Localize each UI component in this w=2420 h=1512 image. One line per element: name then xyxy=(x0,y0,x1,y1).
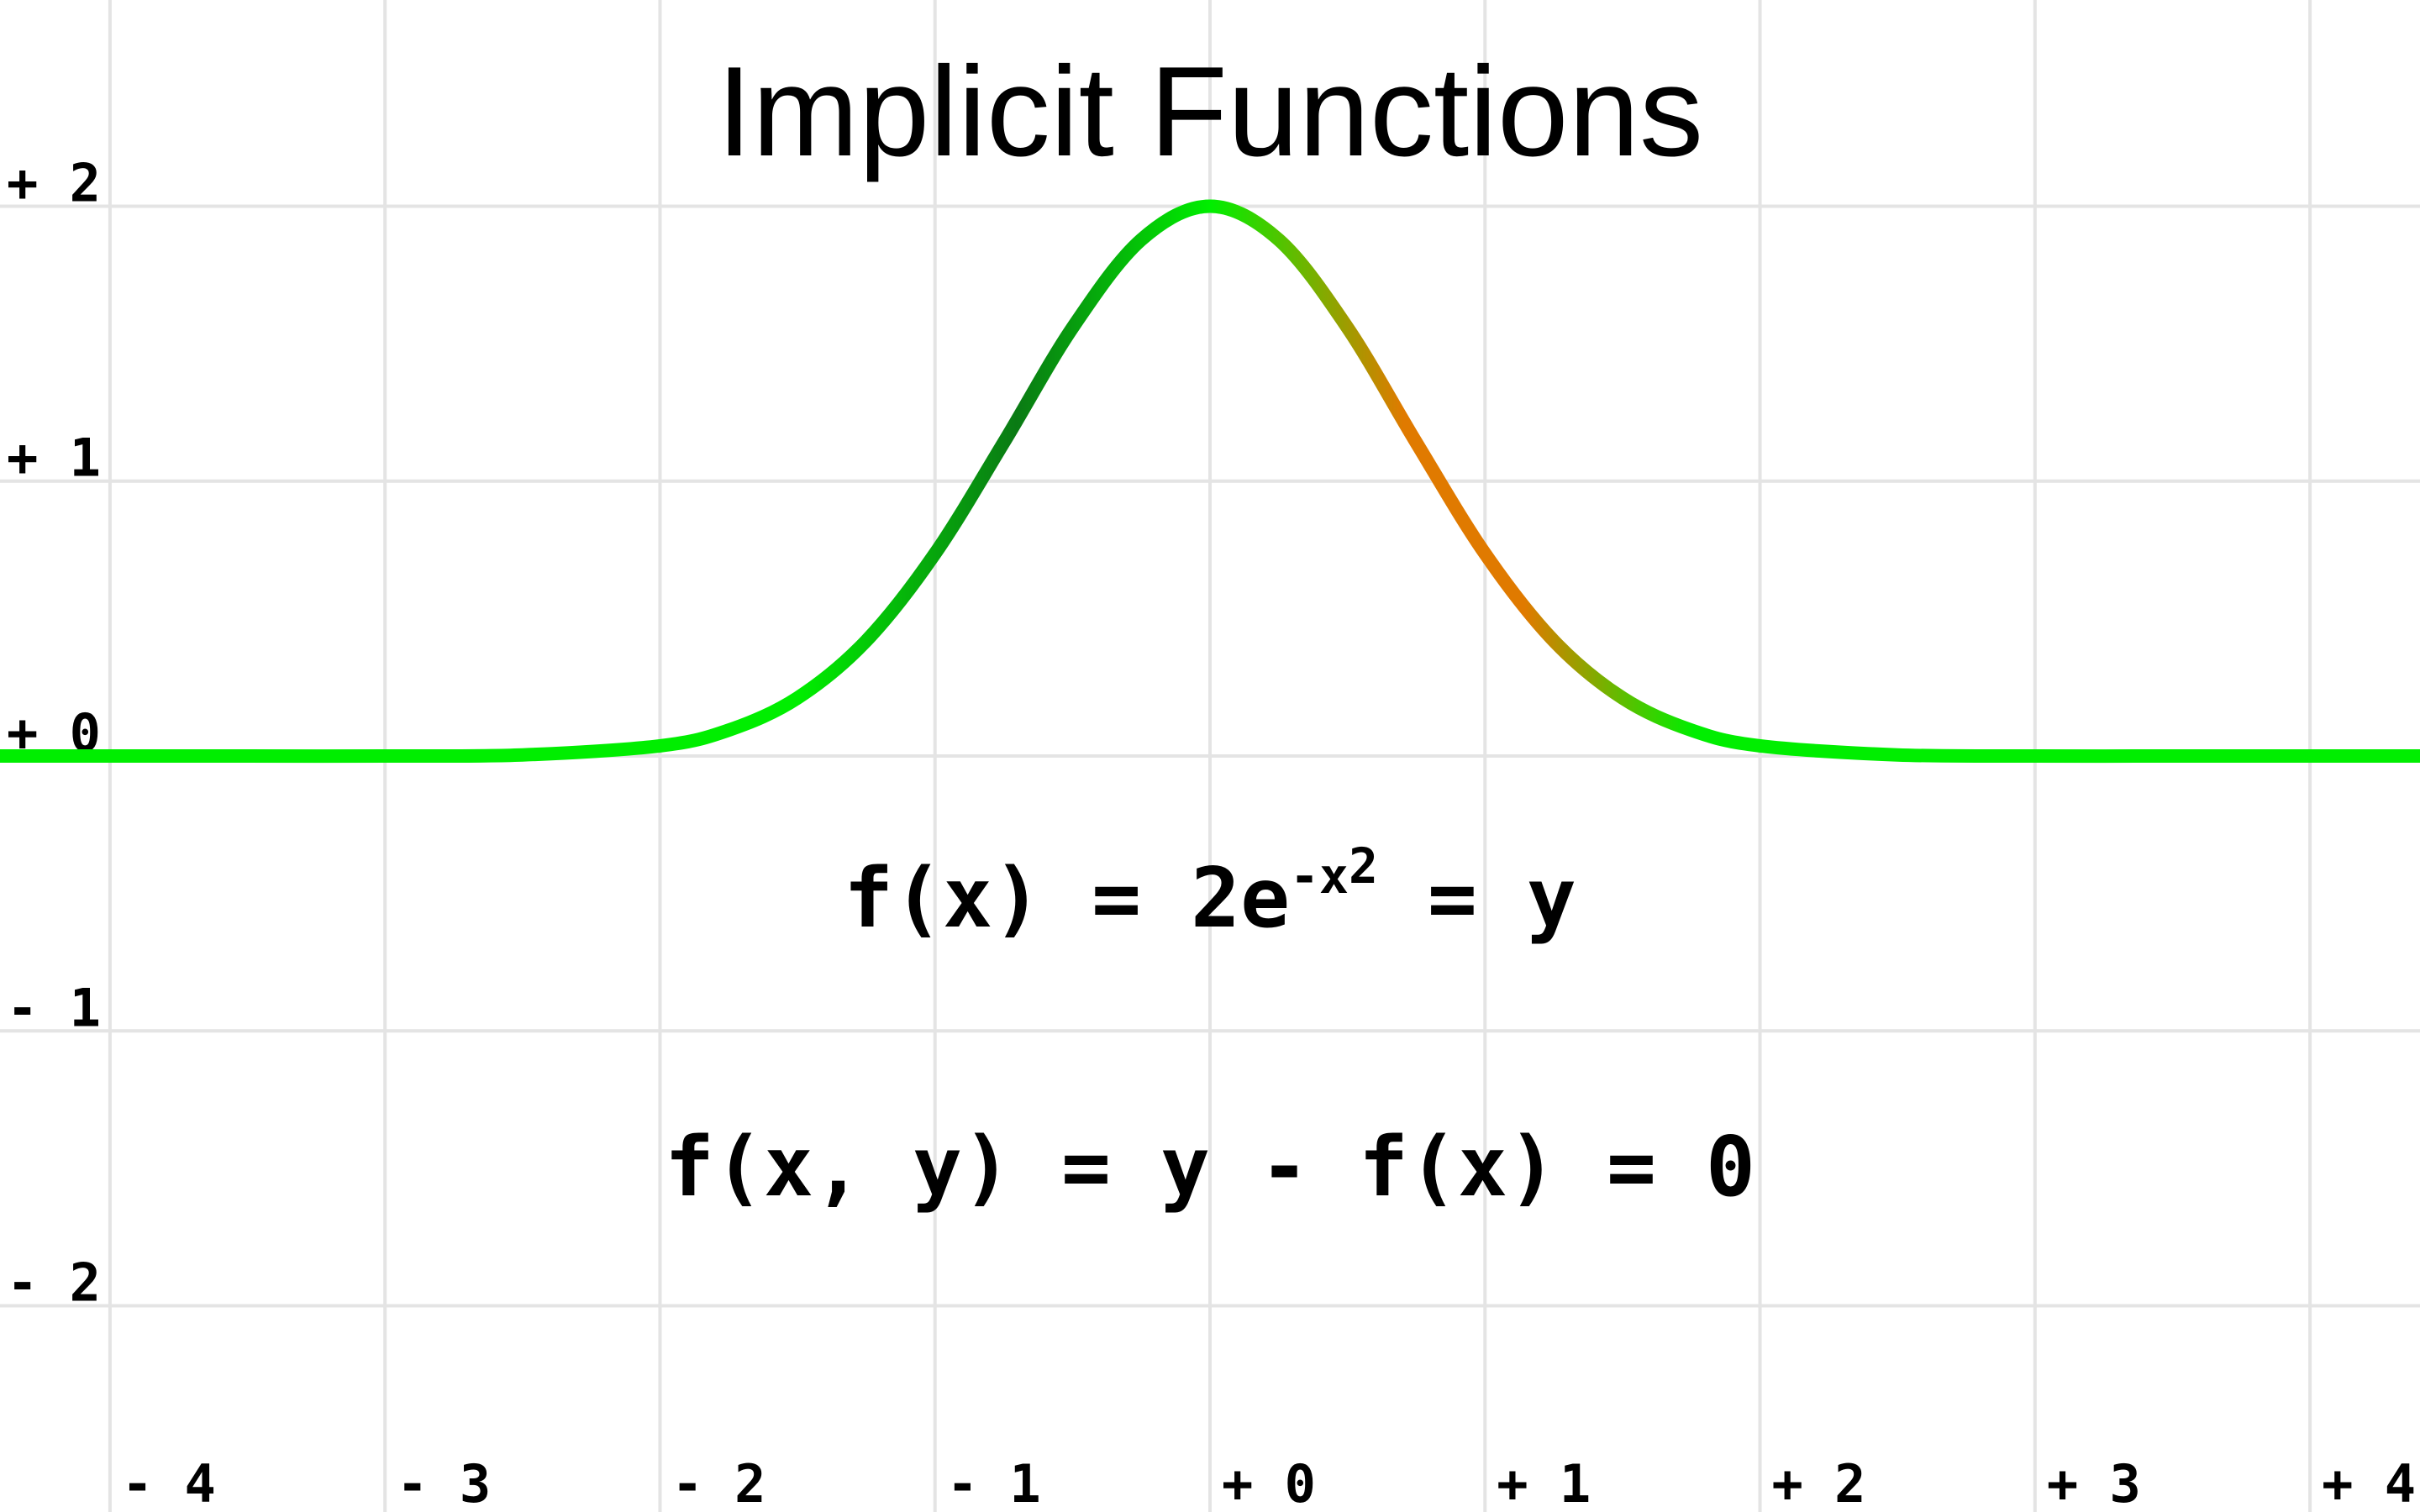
equation-explicit-main: f(x) = 2e xyxy=(844,851,1290,947)
x-tick-label: + 2 xyxy=(1772,1453,1866,1512)
x-tick-label: + 4 xyxy=(2322,1453,2416,1512)
x-tick-label: + 0 xyxy=(1222,1453,1316,1512)
y-tick-label: - 1 xyxy=(7,977,101,1038)
series-curve xyxy=(0,199,2420,764)
y-tick-label: + 2 xyxy=(7,152,101,213)
x-tick-label: + 3 xyxy=(2047,1453,2141,1512)
x-tick-label: - 3 xyxy=(397,1453,491,1512)
equation-explicit-exponent: -x xyxy=(1290,848,1349,905)
x-tick-label: + 1 xyxy=(1497,1453,1591,1512)
x-tick-label: - 4 xyxy=(122,1453,216,1512)
equation-explicit-power: 2 xyxy=(1349,837,1378,895)
equation-explicit: f(x) = 2e-x2 = y xyxy=(844,837,1576,947)
tick-labels: - 4- 3- 2- 1 + 0 + 1 + 2 + 3 + 4+ 2+ 1+ 0- 1-… xyxy=(7,152,2416,1512)
y-tick-label: - 2 xyxy=(7,1252,101,1314)
x-tick-label: - 2 xyxy=(671,1453,765,1512)
chart-title: Implicit Functions xyxy=(717,40,1703,183)
x-tick-label: - 1 xyxy=(947,1453,1041,1512)
equation-implicit: f(x, y) = y - f(x) = 0 xyxy=(665,1120,1755,1215)
y-tick-label: + 1 xyxy=(7,428,101,489)
equation-explicit-rhs: = y xyxy=(1378,851,1576,947)
